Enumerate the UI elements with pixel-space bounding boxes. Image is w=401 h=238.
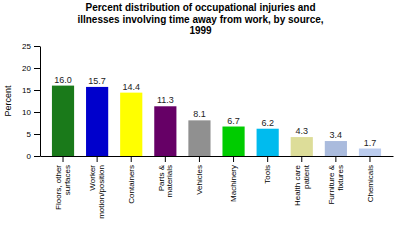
x-axis: Floors, othersurfaces Workermotion/positi… [41,156,394,219]
x-tick: Machinery [229,156,238,202]
x-tick-mark [301,156,302,162]
y-tick-label: 25 [22,42,31,51]
y-tick: 5 [27,130,40,139]
x-tick-label: Chemicals [366,165,375,202]
x-tick-mark [97,156,98,162]
x-tick: Vehicles [195,156,204,195]
x-tick-mark [335,156,336,162]
x-tick-mark [369,156,370,162]
y-tick-mark [34,90,40,91]
data-label: 16.0 [54,75,72,85]
y-tick-mark [34,68,40,69]
x-tick: Workermotion/position [88,156,106,219]
title: Percent distribution of occupational inj… [77,2,323,36]
x-tick: Parts &materials [157,156,175,197]
bar [52,86,74,156]
y-tick-mark [34,46,40,47]
x-tick-mark [233,156,234,162]
y-tick-label: 20 [22,64,31,73]
bar [257,129,279,156]
y-tick-mark [34,134,40,135]
chart-container: 16.0 15.7 14.4 11.3 8.1 6.7 6.2 4.3 3.4 1.7 Floors… [0,0,401,238]
y-tick-label: 10 [22,108,31,117]
data-labels: 16.0 15.7 14.4 11.3 8.1 6.7 6.2 4.3 3.4 1.7 [54,75,376,148]
y-tick-label: 15 [22,86,31,95]
data-label: 3.4 [330,130,343,140]
bar [86,87,108,156]
x-tick-mark [131,156,132,162]
data-label: 4.3 [296,126,309,136]
x-tick-mark [267,156,268,162]
y-tick-label: 5 [27,130,32,139]
bar [359,149,381,156]
x-tick-label: Containers [127,165,136,204]
x-tick-mark [199,156,200,162]
x-tick-label: Parts &materials [157,164,175,197]
data-label: 6.7 [227,116,240,126]
data-label: 1.7 [364,138,377,148]
x-tick-label: Health carepatient [293,164,311,206]
y-tick-label: 0 [27,152,32,161]
x-tick: Furniture &fixtures [327,156,345,205]
bar [325,141,347,156]
y-tick: 10 [22,108,40,117]
y-axis-line [40,47,41,157]
x-tick-label: Vehicles [195,165,204,195]
x-tick-mark [165,156,166,162]
x-tick: Health carepatient [293,156,311,206]
bar [120,93,142,156]
x-tick-mark [63,156,64,162]
y-tick-mark [34,156,40,157]
x-tick-label: Tools [263,165,272,184]
y-tick: 15 [22,86,40,95]
y-axis-title: Percent [3,85,13,117]
data-label: 15.7 [88,76,106,86]
x-tick: Floors, othersurfaces [54,156,72,210]
bar [291,137,313,156]
chart: 16.0 15.7 14.4 11.3 8.1 6.7 6.2 4.3 3.4 1.7 Floors… [0,0,401,238]
x-axis-line [41,156,394,157]
y-tick: 0 [27,152,40,161]
x-tick: Chemicals [366,156,375,202]
bars [52,86,381,156]
data-label: 8.1 [193,109,206,119]
y-tick: 20 [22,64,40,73]
data-label: 14.4 [122,82,140,92]
y-tick: 25 [22,42,40,51]
x-tick-label: Workermotion/position [88,165,106,219]
x-tick-label: Machinery [229,165,238,202]
data-label: 6.2 [261,118,274,128]
bar [188,120,210,156]
plot: 16.0 15.7 14.4 11.3 8.1 6.7 6.2 4.3 3.4 1.7 Floors… [22,42,393,219]
x-tick: Tools [263,156,272,184]
y-axis: 0 5 10 15 20 25 [22,42,40,161]
bar [154,106,176,156]
y-tick-mark [34,112,40,113]
bar [222,127,244,156]
x-tick: Containers [127,156,136,204]
x-tick-label: Floors, othersurfaces [54,165,72,210]
data-label: 11.3 [157,95,174,105]
x-tick-label: Furniture &fixtures [327,164,345,204]
